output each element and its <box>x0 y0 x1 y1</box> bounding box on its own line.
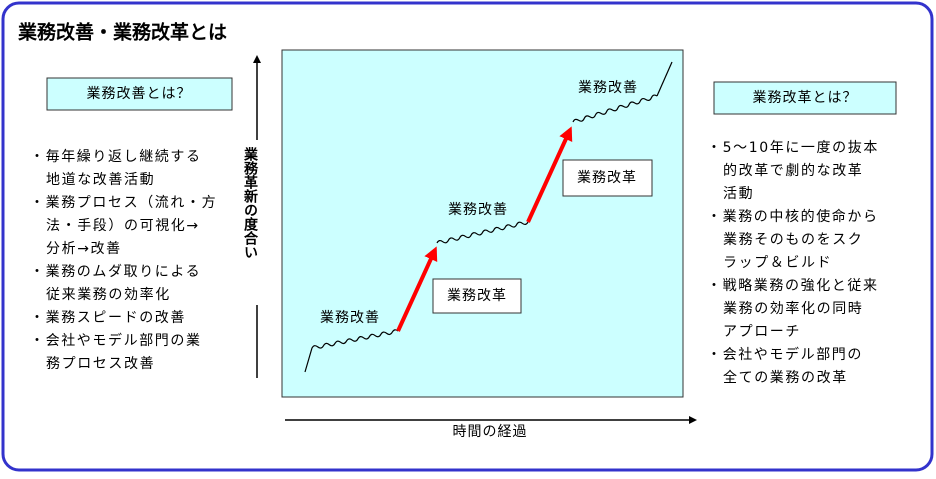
left-heading-box <box>46 77 233 111</box>
bullet-line: 従来業務の効率化 <box>46 286 171 303</box>
waves <box>304 94 658 373</box>
kaikaku-label: 業務改革 <box>577 170 637 186</box>
wave-line <box>572 94 658 123</box>
bullet-line: ・業務のムダ取りによる <box>30 264 201 280</box>
bullet-line: ・業務プロセス（流れ・方 <box>30 195 217 211</box>
wave-line <box>436 221 529 244</box>
bullet-line: 法・手段）の可視化→ <box>46 218 200 234</box>
left-heading: 業務改善とは？ <box>87 86 192 102</box>
bullet-line: ・戦略業務の強化と従来 <box>707 278 879 294</box>
kaikaku-box <box>432 278 522 314</box>
bullet-line: 地道な改善活動 <box>46 172 155 188</box>
bullet-line: 分析→改善 <box>46 241 122 257</box>
bullet-line: 業務の効率化の同時 <box>723 300 863 317</box>
bullet-line: ・会社やモデル部門の <box>707 346 863 363</box>
bullet-line: 活動 <box>723 186 754 202</box>
red-arrow <box>396 246 438 332</box>
right-items: ・5～10年に一度の抜本的改革で劇的な改革活動・業務の中核的使命から業務そのもの… <box>707 140 879 386</box>
kaikaku-label: 業務改革 <box>447 288 507 304</box>
red-arrow <box>526 126 573 223</box>
bullet-line: アプローチ <box>723 324 801 340</box>
bullet-line: ・5～10年に一度の抜本 <box>707 140 879 156</box>
kaizen-label: 業務改善 <box>578 80 638 96</box>
x-axis-label: 時間の経過 <box>453 424 528 440</box>
kaizen-label: 業務改善 <box>448 202 508 218</box>
kaikaku-box <box>562 159 653 197</box>
wave-line <box>304 329 399 373</box>
bullet-line: ・毎年繰り返し継続する <box>30 148 202 165</box>
bullet-line: ・業務の中核的使命から <box>707 208 879 225</box>
bullet-line: 業務そのものをスク <box>723 232 863 248</box>
right-heading-box <box>713 81 897 115</box>
bullet-line: 的改革で劇的な改革 <box>723 163 863 179</box>
right-heading: 業務改革とは？ <box>753 90 858 106</box>
bullet-line: 全ての業務の改革 <box>723 369 848 386</box>
left-items: ・毎年繰り返し継続する地道な改善活動・業務プロセス（流れ・方法・手段）の可視化→… <box>30 148 217 372</box>
kaizen-label: 業務改善 <box>320 310 380 326</box>
y-axis-label: 業務革新の度合い <box>242 146 259 259</box>
bullet-line: ・業務スピードの改善 <box>30 310 186 326</box>
bullet-line: 務プロセス改善 <box>46 356 155 372</box>
bullet-line: ラップ＆ビルド <box>723 255 832 271</box>
diagram-area <box>281 49 684 398</box>
title: 業務改善・業務改革とは <box>17 21 227 44</box>
rise-line <box>656 61 673 97</box>
bullet-line: ・会社やモデル部門の業 <box>30 332 202 349</box>
